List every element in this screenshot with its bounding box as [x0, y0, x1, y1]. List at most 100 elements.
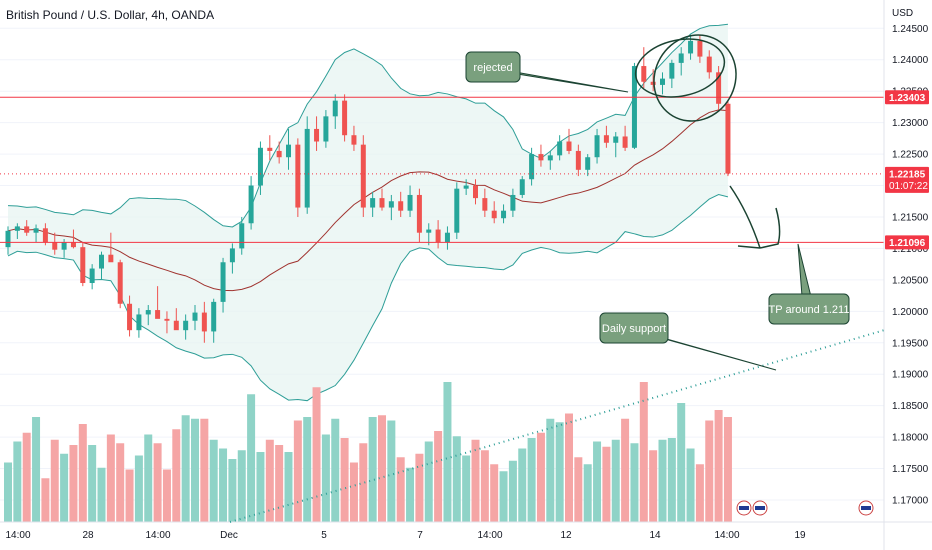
volume-bar [546, 418, 555, 522]
candle-body [491, 210, 497, 219]
volume-bar [69, 445, 78, 522]
volume-bar [396, 457, 405, 522]
price-tag: 1.23403 [885, 90, 929, 105]
volume-bar [452, 436, 461, 522]
candle-body [173, 320, 179, 331]
candle-body [510, 194, 516, 211]
y-tick-label: 1.18500 [892, 401, 929, 412]
candle-body [314, 128, 320, 142]
flag-icon [736, 500, 752, 516]
volume-bar [228, 459, 237, 522]
candle-body [688, 40, 694, 54]
volume-bar [209, 439, 218, 522]
volume-bar [705, 420, 714, 522]
candle-body [52, 242, 58, 250]
candle-body [42, 228, 48, 243]
candle-body [61, 242, 67, 250]
y-tick-label: 1.19500 [892, 338, 929, 349]
candle-body [603, 135, 609, 143]
volume-bar [265, 439, 274, 522]
candle-body [164, 318, 170, 321]
candle-body [211, 301, 217, 332]
x-tick-label: 14:00 [5, 530, 30, 541]
candle-body [155, 310, 161, 319]
volume-bar [415, 453, 424, 522]
candle-body [99, 254, 104, 269]
volume-bar [658, 439, 667, 522]
candle-body [295, 144, 301, 208]
volume-bar [275, 445, 284, 522]
band-upper [7, 23, 729, 228]
y-tick-label: 1.19000 [892, 370, 929, 381]
projection-arrow [729, 185, 781, 249]
candle-body [613, 136, 619, 143]
price-tag-value: 1.21096 [889, 238, 926, 249]
candle-body [426, 229, 432, 233]
x-tick-label: 5 [321, 530, 327, 541]
candle-body [201, 312, 207, 332]
flag-icon [752, 500, 768, 516]
candle-body [220, 262, 226, 302]
volume-bar [434, 431, 443, 522]
volume-bar [144, 434, 153, 522]
volume-bar [565, 413, 573, 522]
candle-body [80, 247, 86, 284]
price-tag: 1.21096 [885, 235, 929, 250]
candle-body [463, 185, 469, 189]
volume-bar [293, 420, 302, 522]
y-tick-label: 1.18000 [892, 433, 929, 444]
candle-body [108, 254, 114, 263]
price-tag-countdown: 01:07:22 [889, 181, 928, 192]
candle-body [24, 226, 30, 233]
time-axis: 14:00 28 14:00 Dec 5 7 14:00 12 14 14:00 19 [0, 521, 932, 541]
volume-bar [162, 469, 171, 522]
y-tick-label: 1.23000 [892, 118, 929, 129]
x-tick-label: Dec [220, 530, 238, 541]
volume-bar [611, 439, 620, 522]
candle-body [585, 157, 591, 170]
volume-bar [508, 460, 517, 522]
candle-body [248, 185, 254, 224]
candle-body [323, 116, 329, 142]
highlight-ellipse [653, 34, 737, 122]
volume-bar [424, 441, 433, 522]
y-tick-label: 1.17000 [892, 495, 929, 506]
candle-body [379, 198, 385, 208]
volume-bar [527, 438, 536, 522]
x-tick-label: 19 [794, 530, 806, 541]
bollinger-bands [7, 23, 729, 402]
candle-body [706, 56, 712, 73]
x-tick-label: 14:00 [714, 530, 739, 541]
volume-bar [191, 418, 199, 522]
volume-bar [378, 415, 386, 522]
volume-bar [331, 418, 340, 522]
candle-body [33, 228, 39, 233]
volume-bar [97, 467, 106, 522]
callout-box [599, 312, 669, 344]
candle-body [678, 53, 684, 63]
candle-body [482, 198, 488, 211]
candle-body [669, 62, 675, 79]
callout: TP around 1.211 [768, 243, 850, 325]
volume-bar [321, 434, 330, 522]
candle-body [641, 66, 647, 82]
price-axis: USD1.245001.240001.235001.230001.225001.… [883, 0, 929, 550]
volume-bar [480, 450, 489, 522]
y-tick-label: 1.24500 [892, 24, 929, 35]
candle-body [145, 310, 151, 315]
volume-bar [125, 469, 134, 522]
volume-bar [4, 462, 12, 522]
candle-body [529, 154, 535, 180]
candle-body [407, 194, 413, 211]
candle-body [14, 226, 20, 231]
candle-body [332, 100, 338, 117]
candle-body [575, 150, 581, 170]
volume-bar [593, 441, 602, 522]
callout-box [768, 293, 850, 325]
volume-bar [88, 445, 97, 522]
volume-bars [4, 382, 732, 522]
volume-bar [686, 448, 695, 522]
candle-body [229, 248, 235, 263]
band-basis [7, 109, 728, 292]
